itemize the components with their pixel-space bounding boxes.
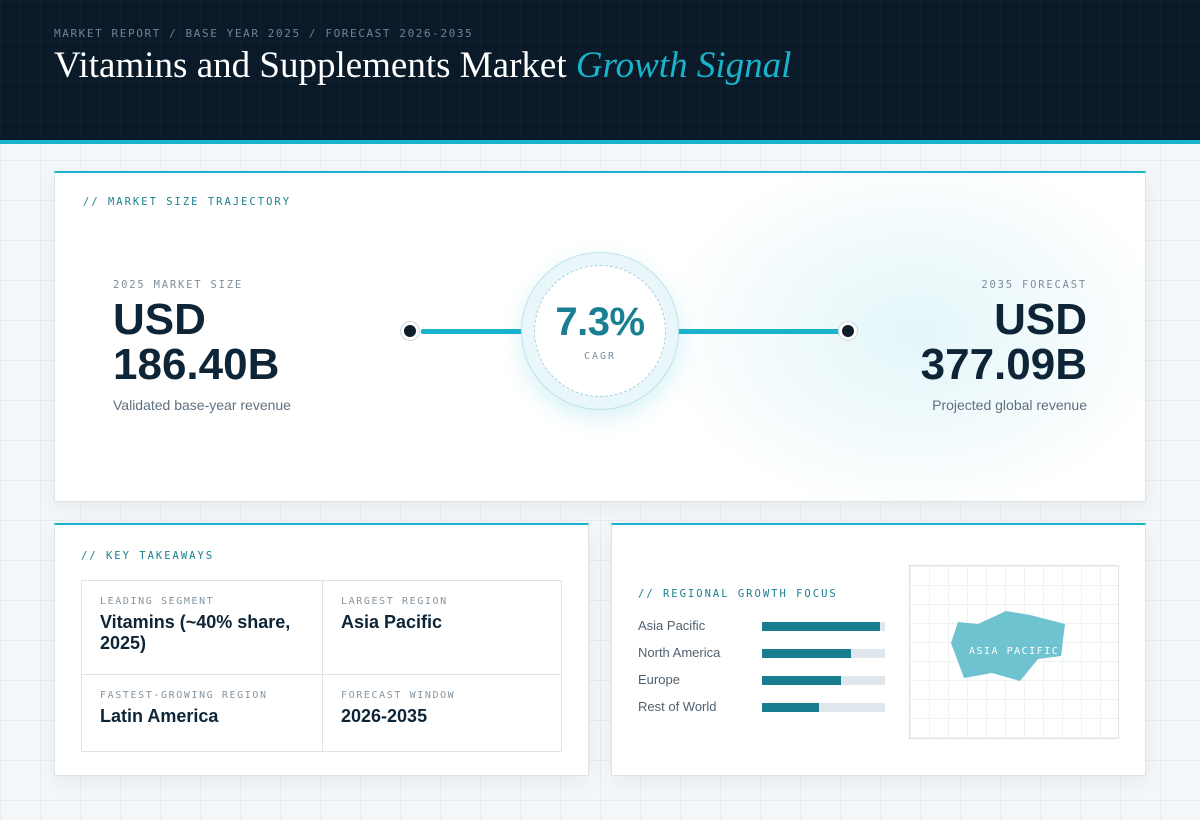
asia-pacific-map-shape [951,611,1065,681]
takeaway-cell: LARGEST REGION Asia Pacific [322,581,562,674]
page-title: Vitamins and Supplements Market Growth S… [54,44,791,87]
forecast-caption: Projected global revenue [932,397,1087,413]
cagr-badge: 7.3% CAGR [521,252,679,410]
map-region-label: ASIA PACIFIC [969,646,1060,657]
forecast-currency: USD [994,295,1087,344]
takeaways-section-label: // KEY TAKEAWAYS [81,550,215,562]
takeaway-value: Vitamins (~40% share, 2025) [100,612,291,653]
region-bar-fill [762,622,881,631]
region-name: Asia Pacific [638,618,706,633]
region-bar-row: Asia Pacific [638,618,888,645]
base-year-value: USD 186.40B [113,297,291,387]
regional-growth-card: // REGIONAL GROWTH FOCUS Asia Pacific No… [611,523,1146,776]
region-bar-row: Rest of World [638,699,888,726]
base-year-currency: USD [113,295,206,344]
takeaway-label: LARGEST REGION [341,596,448,607]
takeaway-value: Asia Pacific [341,612,443,632]
region-bar-track [762,676,885,685]
takeaways-grid: LEADING SEGMENT Vitamins (~40% share, 20… [81,580,562,752]
takeaway-label: FORECAST WINDOW [341,690,456,701]
region-name: Rest of World [638,699,717,714]
regional-section-label: // REGIONAL GROWTH FOCUS [638,588,838,600]
base-year-caption: Validated base-year revenue [113,397,291,413]
forecast-label: 2035 FORECAST [981,279,1087,291]
forecast-metric: 2035 FORECAST USD 377.09B Projected glob… [921,279,1087,413]
trajectory-line-left [421,329,526,334]
cagr-value: 7.3% [555,300,645,344]
title-main: Vitamins and Supplements Market [54,45,567,86]
region-bar-track [762,649,885,658]
region-bar-fill [762,649,851,658]
breadcrumb: MARKET REPORT / BASE YEAR 2025 / FORECAS… [54,27,474,40]
region-bar-fill [762,676,841,685]
region-bar-track [762,622,885,631]
takeaway-cell: LEADING SEGMENT Vitamins (~40% share, 20… [82,581,322,674]
cagr-inner-ring: 7.3% CAGR [534,265,666,397]
takeaway-label: LEADING SEGMENT [100,596,215,607]
base-year-label: 2025 MARKET SIZE [113,279,243,291]
trajectory-section-label: // MARKET SIZE TRAJECTORY [83,196,292,208]
regional-bar-list: Asia Pacific North America Europe Rest o… [638,618,888,726]
base-year-metric: 2025 MARKET SIZE USD 186.40B Validated b… [113,279,291,413]
forecast-amount: 377.09B [920,340,1087,389]
region-map: ASIA PACIFIC [909,565,1119,739]
base-year-amount: 186.40B [113,340,280,389]
start-point-marker [401,322,419,340]
cagr-label: CAGR [583,351,617,362]
forecast-value: USD 377.09B [921,297,1087,387]
takeaway-value: Latin America [100,706,219,726]
region-bar-fill [762,703,819,712]
title-accent: Growth Signal [575,45,792,86]
key-takeaways-card: // KEY TAKEAWAYS LEADING SEGMENT Vitamin… [54,523,589,776]
region-name: Europe [638,672,680,687]
region-bar-row: Europe [638,672,888,699]
takeaway-cell: FORECAST WINDOW 2026-2035 [322,674,562,751]
trajectory-line-right [663,329,847,334]
takeaway-value: 2026-2035 [341,706,428,726]
market-size-trajectory-card: // MARKET SIZE TRAJECTORY 2025 MARKET SI… [54,171,1146,502]
report-header: MARKET REPORT / BASE YEAR 2025 / FORECAS… [0,0,1200,144]
region-bar-track [762,703,885,712]
region-name: North America [638,645,721,660]
takeaway-cell: FASTEST-GROWING REGION Latin America [82,674,322,751]
takeaway-label: FASTEST-GROWING REGION [100,690,268,701]
background-glow [635,173,1145,501]
end-point-marker [839,322,857,340]
region-bar-row: North America [638,645,888,672]
